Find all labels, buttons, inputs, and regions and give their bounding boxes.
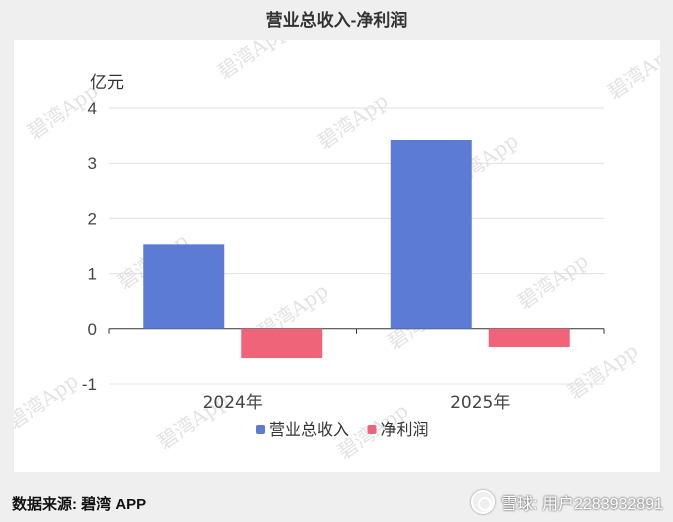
- watermark-text: 碧湾App: [563, 339, 642, 405]
- legend-swatch: [256, 425, 265, 434]
- watermark-text: 碧湾App: [313, 89, 392, 155]
- x-tick-label: 2024年: [203, 393, 263, 413]
- legend-swatch: [367, 425, 377, 434]
- y-tick-label: 3: [88, 154, 97, 173]
- watermark-text: 碧湾App: [513, 249, 592, 315]
- watermark-text: 碧湾App: [14, 369, 82, 435]
- snowball-logo-icon: [471, 490, 496, 514]
- bar-revenue: [143, 244, 225, 329]
- legend-label: 营业总收入: [269, 420, 349, 439]
- bar-revenue: [390, 140, 472, 329]
- chart-title: 营业总收入-净利润: [265, 11, 408, 30]
- data-source: 数据来源: 碧湾 APP: [12, 496, 147, 513]
- bar-net-profit: [241, 328, 323, 359]
- legend-label: 净利润: [381, 420, 429, 439]
- brand-watermark: 雪球: 用户2283932891: [471, 490, 663, 514]
- brand-text: 雪球: 用户2283932891: [501, 496, 663, 513]
- chart-panel: 碧湾App 碧湾App 碧湾App 碧湾App 碧湾App 碧湾App 碧湾App 碧湾App…: [14, 40, 660, 472]
- y-tick-label: 4: [88, 99, 97, 118]
- watermark-text: 碧湾App: [213, 40, 292, 84]
- y-tick-label: 1: [88, 265, 97, 284]
- x-tick-label: 2025年: [450, 393, 510, 413]
- watermark-text: 碧湾App: [603, 40, 660, 104]
- y-tick-label: -1: [82, 375, 97, 394]
- y-tick-label: 0: [88, 320, 97, 339]
- bar-net-profit: [488, 328, 570, 348]
- y-tick-label: 2: [88, 209, 97, 228]
- y-axis-unit: 亿元: [90, 73, 124, 93]
